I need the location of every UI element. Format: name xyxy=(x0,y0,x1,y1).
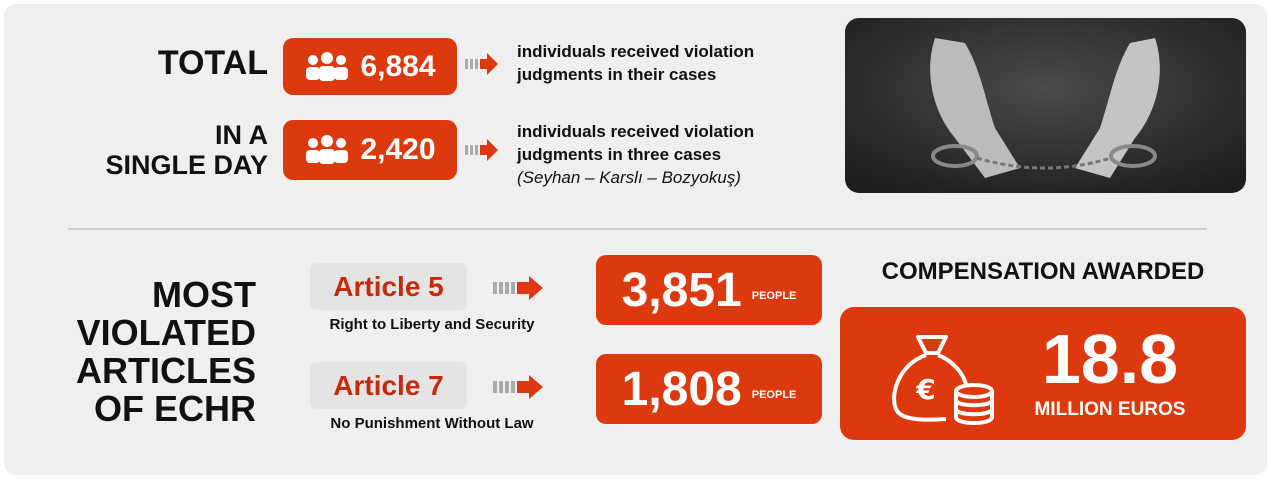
text-line: judgments in their cases xyxy=(517,65,717,84)
total-count: 6,884 xyxy=(360,49,436,83)
money-bag-icon: € xyxy=(892,335,994,425)
single-day-text: individuals received violation judgments… xyxy=(517,120,754,189)
single-day-label: IN A SINGLE DAY xyxy=(60,120,268,180)
total-text: individuals received violation judgments… xyxy=(517,40,754,86)
article-count: 1,808 xyxy=(621,362,742,416)
arrow-icon xyxy=(493,276,543,300)
note: (Seyhan – Karslı – Bozyokuş) xyxy=(517,168,741,187)
heading-line: MOST xyxy=(152,274,256,315)
arrow xyxy=(465,139,498,161)
article-name: Article 5 xyxy=(310,263,467,310)
heading-line: VIOLATED xyxy=(76,312,256,353)
article-count: 3,851 xyxy=(621,263,742,317)
text-line: individuals received violation xyxy=(517,42,755,61)
label-line: SINGLE DAY xyxy=(105,150,268,180)
handcuffs-photo xyxy=(845,18,1246,193)
total-label: TOTAL xyxy=(157,44,268,82)
single-day-count: 2,420 xyxy=(360,133,436,166)
heading-line: ARTICLES xyxy=(76,350,256,391)
article-count-pill: 1,808 PEOPLE xyxy=(596,354,822,424)
article-description: No Punishment Without Law xyxy=(330,415,534,432)
arrow xyxy=(493,276,545,305)
arrow xyxy=(465,53,498,75)
text-line: individuals received violation xyxy=(517,122,755,141)
article-description: Right to Liberty and Security xyxy=(329,316,535,333)
compensation-title: COMPENSATION AWARDED xyxy=(881,258,1205,285)
people-icon xyxy=(306,135,349,164)
arrow xyxy=(493,375,545,404)
text-line: judgments in three cases xyxy=(517,145,722,164)
compensation-unit: MILLION EUROS xyxy=(1034,399,1186,420)
compensation-box: € 18.8 MILLION EUROS xyxy=(840,307,1246,440)
article-unit: PEOPLE xyxy=(751,389,797,401)
articles-heading: MOST VIOLATED ARTICLES OF ECHR xyxy=(20,276,256,428)
heading-line: OF ECHR xyxy=(94,388,256,429)
article-name: Article 7 xyxy=(310,362,467,409)
svg-text:€: € xyxy=(915,373,935,406)
article-unit: PEOPLE xyxy=(751,290,797,302)
arrow-icon xyxy=(493,375,543,399)
label-line: IN A xyxy=(215,120,268,150)
people-icon xyxy=(306,51,349,81)
article-count-pill: 3,851 PEOPLE xyxy=(596,255,822,325)
divider xyxy=(68,228,1207,230)
compensation-amount: 18.8 xyxy=(1041,320,1179,398)
single-day-pill: 2,420 xyxy=(283,120,457,180)
total-pill: 6,884 xyxy=(283,38,457,95)
